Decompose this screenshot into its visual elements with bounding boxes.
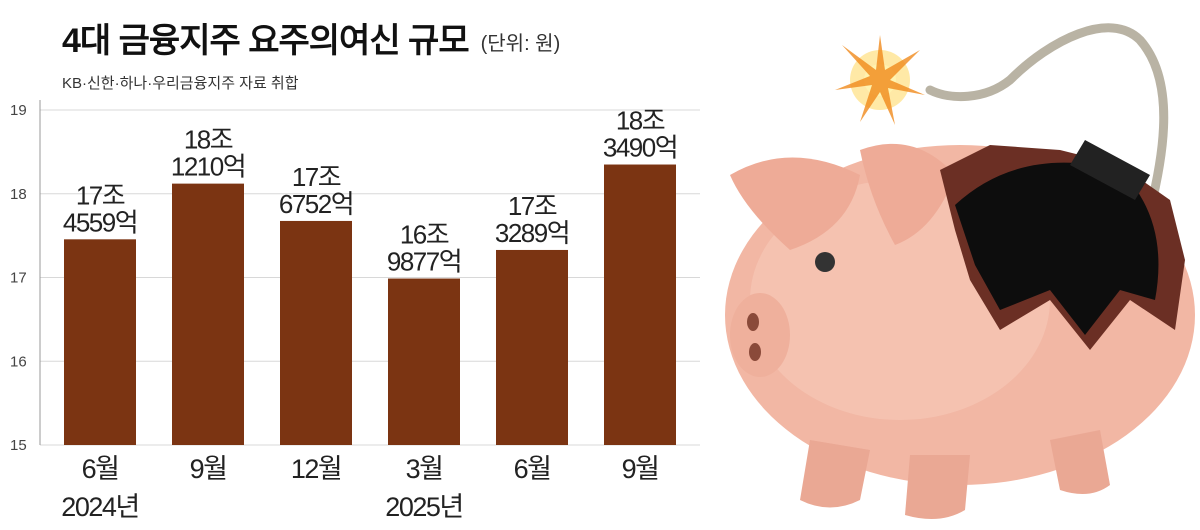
x-tick-label: 6월 — [514, 454, 551, 484]
bar — [172, 183, 244, 445]
bar — [388, 278, 460, 445]
bar — [604, 164, 676, 446]
value-label: 17조 4559억 — [63, 180, 137, 237]
x-tick-label: 9월 — [622, 454, 659, 484]
y-tick-label: 19 — [10, 102, 27, 119]
x-tick-label: 9월 — [190, 454, 227, 484]
bar — [64, 239, 136, 445]
x-tick-label: 3월 2025년 — [385, 454, 462, 522]
bar — [496, 249, 568, 445]
x-tick-label: 6월 2024년 — [61, 454, 138, 522]
value-label: 17조 3289억 — [495, 191, 569, 248]
x-tick-label: 12월 — [291, 454, 341, 484]
value-label: 16조 9877억 — [387, 220, 461, 277]
y-tick-label: 16 — [10, 353, 27, 370]
bar — [280, 220, 352, 445]
y-tick-label: 17 — [10, 270, 27, 287]
piggy-bank-illustration — [725, 23, 1195, 519]
y-tick-label: 18 — [10, 186, 27, 203]
chart-unit: (단위: 원) — [481, 32, 561, 55]
value-label: 18조 3490억 — [603, 106, 677, 163]
chart-subtitle: KB·신한·하나·우리금융지주 자료 취합 — [62, 75, 299, 92]
value-label: 18조 1210억 — [171, 125, 245, 182]
chart-title: 4대 금융지주 요주의여신 규모 — [62, 22, 469, 60]
y-tick-label: 15 — [10, 437, 27, 454]
value-label: 17조 6752억 — [279, 162, 353, 219]
